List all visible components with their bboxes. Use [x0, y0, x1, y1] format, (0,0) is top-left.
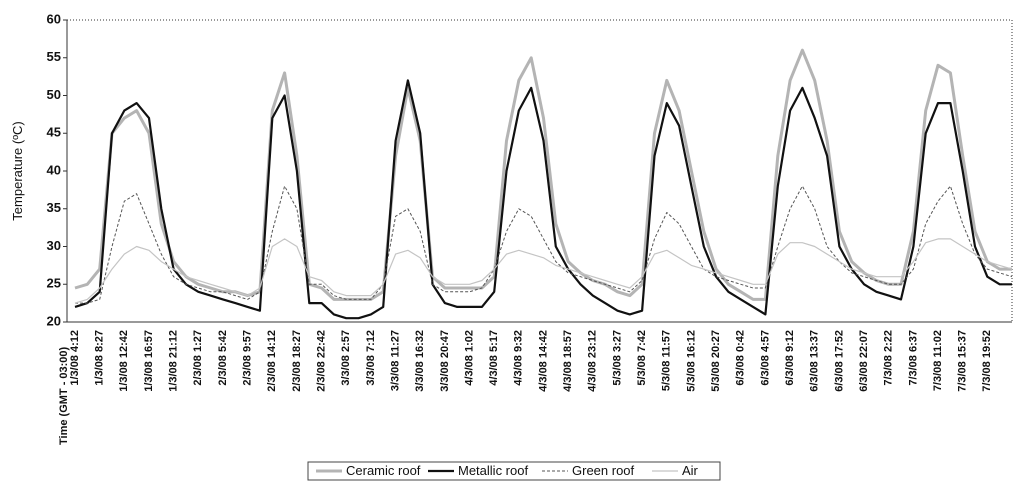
x-tick-label: 1/3/08 21:12: [168, 330, 180, 392]
x-tick-label: 1/3/08 4:12: [69, 330, 81, 386]
x-tick-label: 6/3/08 17:52: [833, 330, 845, 392]
y-tick-label: 60: [47, 11, 61, 26]
x-tick-label: 6/3/08 4:57: [759, 330, 771, 386]
x-tick-label: 5/3/08 16:12: [685, 330, 697, 392]
x-tick-label: 4/3/08 18:57: [562, 330, 574, 392]
legend-label: Green roof: [572, 463, 635, 478]
y-tick-label: 30: [47, 238, 61, 253]
series-line: [74, 238, 1013, 304]
y-tick-label: 20: [47, 313, 61, 328]
x-tick-label: 7/3/08 15:37: [957, 330, 969, 392]
legend-label: Air: [682, 463, 699, 478]
x-tick-label: 2/3/08 9:57: [242, 330, 254, 386]
x-tick-label: 3/3/08 16:32: [414, 330, 426, 392]
x-tick-label: 2/3/08 1:27: [192, 330, 204, 386]
y-tick-label: 45: [47, 125, 61, 140]
x-tick-label: 5/3/08 3:27: [611, 330, 623, 386]
x-tick-label: 2/3/08 18:27: [291, 330, 303, 392]
y-tick-label: 55: [47, 49, 61, 64]
x-tick-label: 3/3/08 7:12: [365, 330, 377, 386]
y-tick-label: 50: [47, 87, 61, 102]
x-tick-label: 2/3/08 22:42: [315, 330, 327, 392]
x-tick-label: 7/3/08 19:52: [981, 330, 993, 392]
x-tick-label: 7/3/08 11:02: [932, 330, 944, 391]
x-tick-label: 4/3/08 14:42: [537, 330, 549, 392]
x-tick-label: 1/3/08 12:42: [118, 330, 130, 392]
y-axis-title: Temperature (ºC): [10, 121, 25, 220]
x-tick-label: 5/3/08 7:42: [636, 330, 648, 386]
series-line: [75, 185, 1013, 304]
x-tick-label: 5/3/08 20:27: [710, 330, 722, 392]
x-tick-label: 1/3/08 8:27: [94, 330, 106, 386]
y-tick-label: 40: [47, 162, 61, 177]
y-tick-label: 25: [47, 276, 61, 291]
legend-label: Ceramic roof: [346, 463, 421, 478]
y-tick-label: 35: [47, 200, 61, 215]
x-axis-title: Time (GMT - 03:00): [58, 346, 70, 445]
legend-label: Metallic roof: [458, 463, 528, 478]
x-tick-label: 3/3/08 2:57: [340, 330, 352, 386]
x-tick-label: 3/3/08 11:27: [389, 330, 401, 391]
x-tick-label: 6/3/08 22:07: [858, 330, 870, 392]
x-tick-label: 6/3/08 0:42: [735, 330, 747, 386]
x-tick-label: 4/3/08 5:17: [488, 330, 500, 386]
legend-box: [307, 461, 721, 481]
x-tick-label: 2/3/08 14:12: [266, 330, 278, 392]
x-tick-label: 7/3/08 2:22: [883, 330, 895, 386]
x-tick-label: 3/3/08 20:47: [439, 330, 451, 392]
series-line: [74, 48, 1012, 301]
x-tick-label: 6/3/08 9:12: [784, 330, 796, 386]
x-tick-label: 4/3/08 23:12: [587, 330, 599, 392]
x-tick-label: 7/3/08 6:37: [907, 330, 919, 386]
x-tick-label: 4/3/08 9:32: [513, 330, 525, 386]
x-tick-label: 1/3/08 16:57: [143, 330, 155, 392]
x-tick-label: 6/3/08 13:37: [809, 330, 821, 392]
x-tick-label: 5/3/08 11:57: [661, 330, 673, 391]
x-tick-label: 2/3/08 5:42: [217, 330, 229, 386]
x-tick-label: 4/3/08 1:02: [463, 330, 475, 386]
